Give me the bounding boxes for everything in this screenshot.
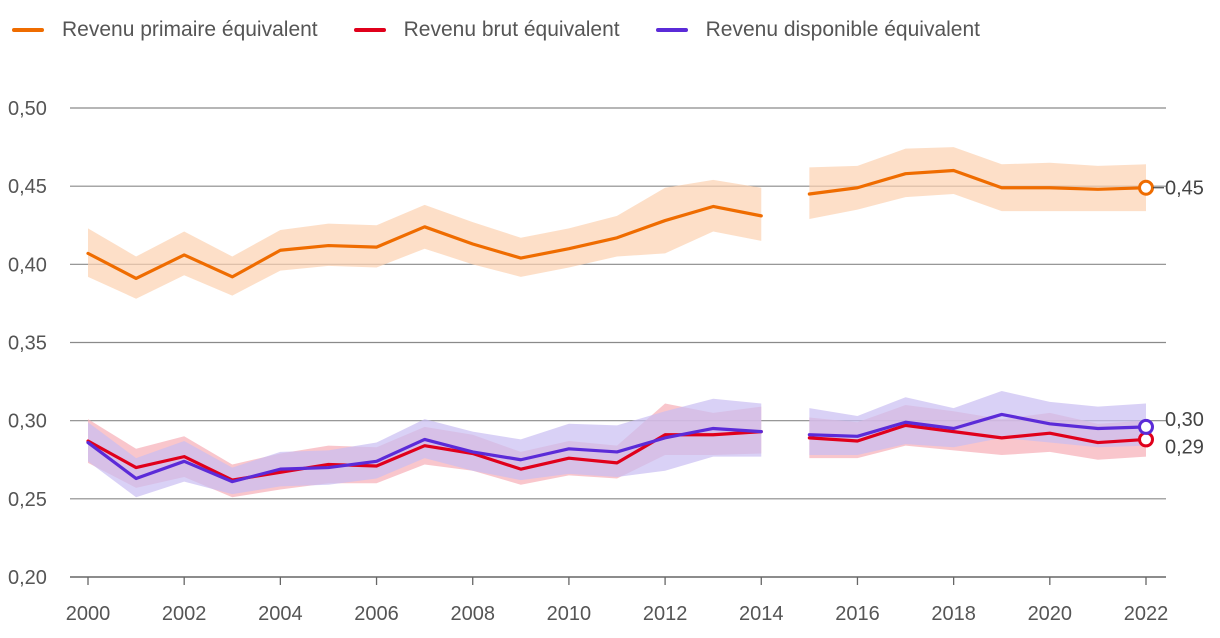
legend-label-revenu-brut: Revenu brut équivalent	[403, 18, 620, 41]
x-tick-label: 2020	[1028, 603, 1073, 625]
y-tick-label: 0,50	[8, 98, 47, 120]
x-tick-label: 2012	[643, 603, 688, 625]
end-marker-revenu-disponible	[1138, 418, 1154, 435]
x-tick-label: 2014	[739, 603, 784, 625]
band-revenu-disponible-segment-1	[88, 398, 762, 498]
band-revenu-primaire-segment-2	[809, 147, 1146, 219]
legend-swatch-revenu-primaire	[12, 28, 44, 32]
legend-item-revenu-disponible[interactable]: Revenu disponible équivalent	[655, 18, 980, 42]
y-tick-label: 0,35	[8, 333, 47, 355]
x-tick-label: 2008	[450, 603, 495, 625]
x-tick-label: 2004	[258, 603, 303, 625]
x-tick-label: 2006	[354, 603, 399, 625]
legend-label-revenu-disponible: Revenu disponible équivalent	[705, 18, 980, 41]
legend: Revenu primaire équivalent Revenu brut é…	[0, 14, 1016, 46]
end-label-revenu-brut: 0,29	[1165, 436, 1204, 458]
y-tick-label: 0,25	[8, 489, 47, 511]
x-tick-label: 2022	[1124, 603, 1169, 625]
band-revenu-primaire-segment-1	[88, 179, 762, 299]
legend-item-revenu-brut[interactable]: Revenu brut équivalent	[353, 18, 620, 42]
y-tick-label: 0,40	[8, 254, 47, 276]
line-revenu-disponible-segment-1	[86, 426, 763, 484]
y-tick-label: 0,30	[8, 411, 47, 433]
line-revenu-primaire-segment-1	[86, 204, 763, 281]
end-label-revenu-disponible: 0,30	[1165, 409, 1204, 431]
legend-swatch-revenu-disponible	[655, 28, 688, 32]
line-revenu-brut-segment-2	[807, 423, 1148, 445]
x-tick-label: 2002	[162, 603, 207, 625]
legend-swatch-revenu-brut	[353, 28, 386, 32]
legend-label-revenu-primaire: Revenu primaire équivalent	[62, 18, 318, 41]
x-tick-label: 2016	[835, 603, 880, 625]
end-label-revenu-primaire: 0,45	[1165, 178, 1204, 200]
y-tick-label: 0,45	[8, 176, 47, 198]
x-tick-label: 2000	[66, 603, 111, 625]
x-tick-label: 2010	[547, 603, 592, 625]
line-revenu-primaire-segment-2	[807, 168, 1148, 196]
y-tick-label: 0,20	[8, 567, 47, 589]
end-marker-revenu-primaire	[1138, 179, 1154, 196]
legend-item-revenu-primaire[interactable]: Revenu primaire équivalent	[12, 18, 318, 42]
line-revenu-disponible-segment-2	[807, 412, 1148, 438]
x-tick-label: 2018	[931, 603, 976, 625]
